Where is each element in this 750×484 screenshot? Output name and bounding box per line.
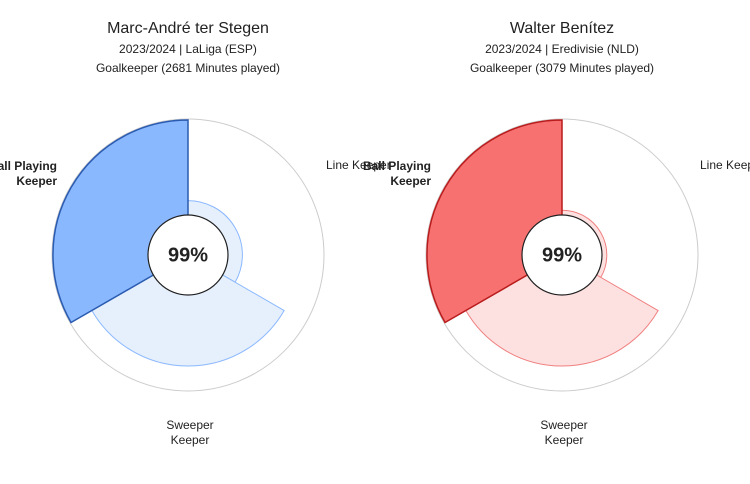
sector [91, 254, 285, 367]
chart-subtitle: 2023/2024 | LaLiga (ESP) [119, 42, 257, 56]
category-label: Keeper [171, 433, 210, 447]
sector [465, 254, 659, 367]
chart-subtitle: Goalkeeper (2681 Minutes played) [96, 61, 280, 75]
category-label: Keeper [545, 433, 584, 447]
category-label: Ball Playing [0, 159, 57, 173]
chart-subtitle: Goalkeeper (3079 Minutes played) [470, 61, 654, 75]
chart-title: Walter Benítez [510, 20, 614, 37]
center-label: 99% [168, 244, 208, 266]
chart-title: Marc-André ter Stegen [107, 20, 269, 37]
center-circle [147, 214, 229, 296]
center-circle [521, 214, 603, 296]
outer-ring [51, 118, 325, 392]
radial-chart: Walter Benítez 2023/2024 | Eredivisie (NL… [363, 20, 750, 447]
category-label: Keeper [16, 174, 57, 188]
radial-chart: Marc-André ter Stegen 2023/2024 | LaLiga … [0, 20, 391, 447]
category-label: Ball Playing [363, 159, 431, 173]
chart-subtitle: 2023/2024 | Eredivisie (NLD) [485, 42, 639, 56]
category-label: Keeper [390, 174, 431, 188]
category-label: Line Keeper [700, 158, 750, 172]
category-label: Sweeper [540, 418, 587, 432]
category-label: Sweeper [166, 418, 213, 432]
center-label: 99% [542, 244, 582, 266]
outer-ring [425, 118, 699, 392]
category-label: Line Keeper [326, 158, 391, 172]
